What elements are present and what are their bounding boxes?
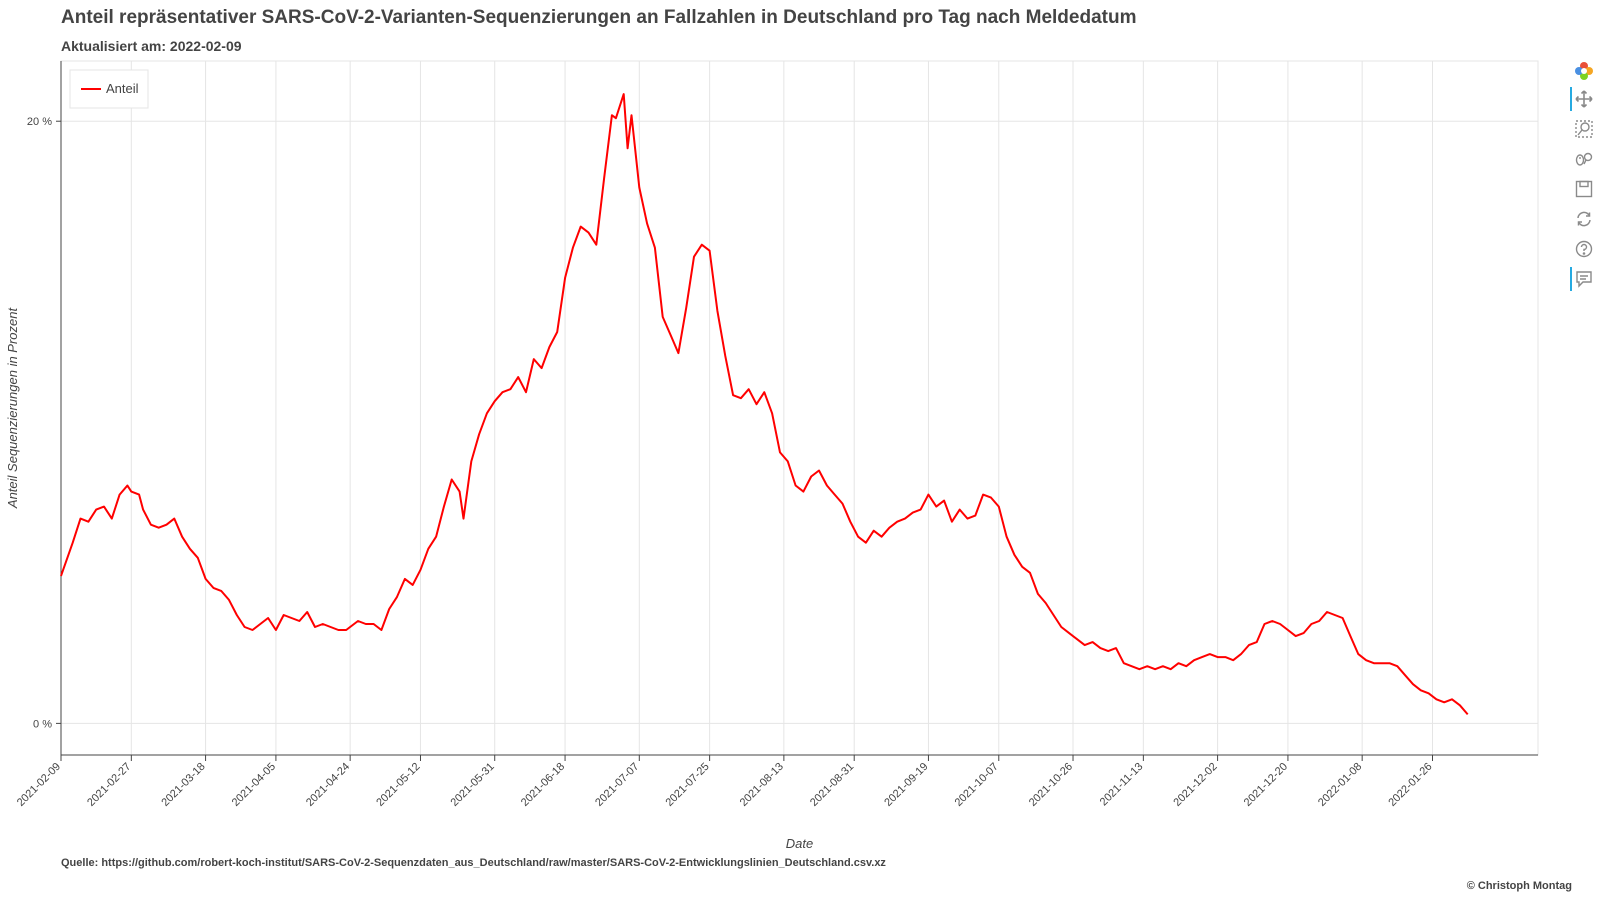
x-tick-label: 2021-10-07 <box>953 761 1001 809</box>
series-line-anteil[interactable] <box>60 93 1469 716</box>
bokeh-logo-icon[interactable] <box>1572 59 1596 83</box>
x-tick-label: 2021-05-31 <box>449 761 497 809</box>
x-tick-label: 2021-10-26 <box>1027 761 1075 809</box>
legend[interactable]: Anteil <box>69 69 149 109</box>
x-tick-label: 2021-04-24 <box>304 761 352 809</box>
x-tick-label: 2021-06-18 <box>519 761 567 809</box>
legend-label[interactable]: Anteil <box>106 81 139 96</box>
source-note: Quelle: https://github.com/robert-koch-i… <box>61 857 886 869</box>
x-tick-label: 2021-08-31 <box>808 761 856 809</box>
x-tick-label: 2021-05-12 <box>374 761 422 809</box>
x-tick-label: 2021-07-07 <box>593 761 641 809</box>
x-tick-label: 2021-02-09 <box>15 761 63 809</box>
box-zoom-icon[interactable] <box>1572 117 1596 141</box>
save-icon[interactable] <box>1572 177 1596 201</box>
pan-icon[interactable] <box>1570 87 1596 111</box>
x-tick-label: 2021-12-02 <box>1171 761 1219 809</box>
x-tick-label: 2021-08-13 <box>738 761 786 809</box>
grid-layer <box>60 60 1539 756</box>
chart-title: Anteil repräsentativer SARS-CoV-2-Varian… <box>61 7 1137 28</box>
x-tick-label: 2021-09-19 <box>882 761 930 809</box>
x-tick-label: 2022-01-08 <box>1316 761 1364 809</box>
legend-box <box>69 69 149 109</box>
y-tick-label: 0 % <box>33 718 52 730</box>
x-tick-label: 2021-03-18 <box>159 761 207 809</box>
plot-area <box>60 60 1539 756</box>
x-axis-label: Date <box>786 836 813 851</box>
help-icon[interactable] <box>1572 237 1596 261</box>
wheel-zoom-icon[interactable] <box>1572 147 1596 171</box>
y-axis-label: Anteil Sequenzierungen in Prozent <box>5 307 20 510</box>
x-tick-label: 2021-11-13 <box>1098 761 1146 809</box>
x-tick-label: 2021-12-20 <box>1242 761 1290 809</box>
chart-toolbar <box>1570 59 1596 309</box>
x-tick-label: 2021-02-27 <box>85 761 133 809</box>
x-tick-label: 2021-04-05 <box>230 761 278 809</box>
chart-subtitle: Aktualisiert am: 2022-02-09 <box>61 38 242 54</box>
x-tick-label: 2022-01-26 <box>1386 761 1434 809</box>
series-layer <box>60 93 1469 716</box>
hover-icon[interactable] <box>1570 267 1596 291</box>
reset-icon[interactable] <box>1572 207 1596 231</box>
copyright-note: © Christoph Montag <box>1466 880 1572 892</box>
x-tick-label: 2021-07-25 <box>663 761 711 809</box>
y-tick-label: 20 % <box>27 116 52 128</box>
